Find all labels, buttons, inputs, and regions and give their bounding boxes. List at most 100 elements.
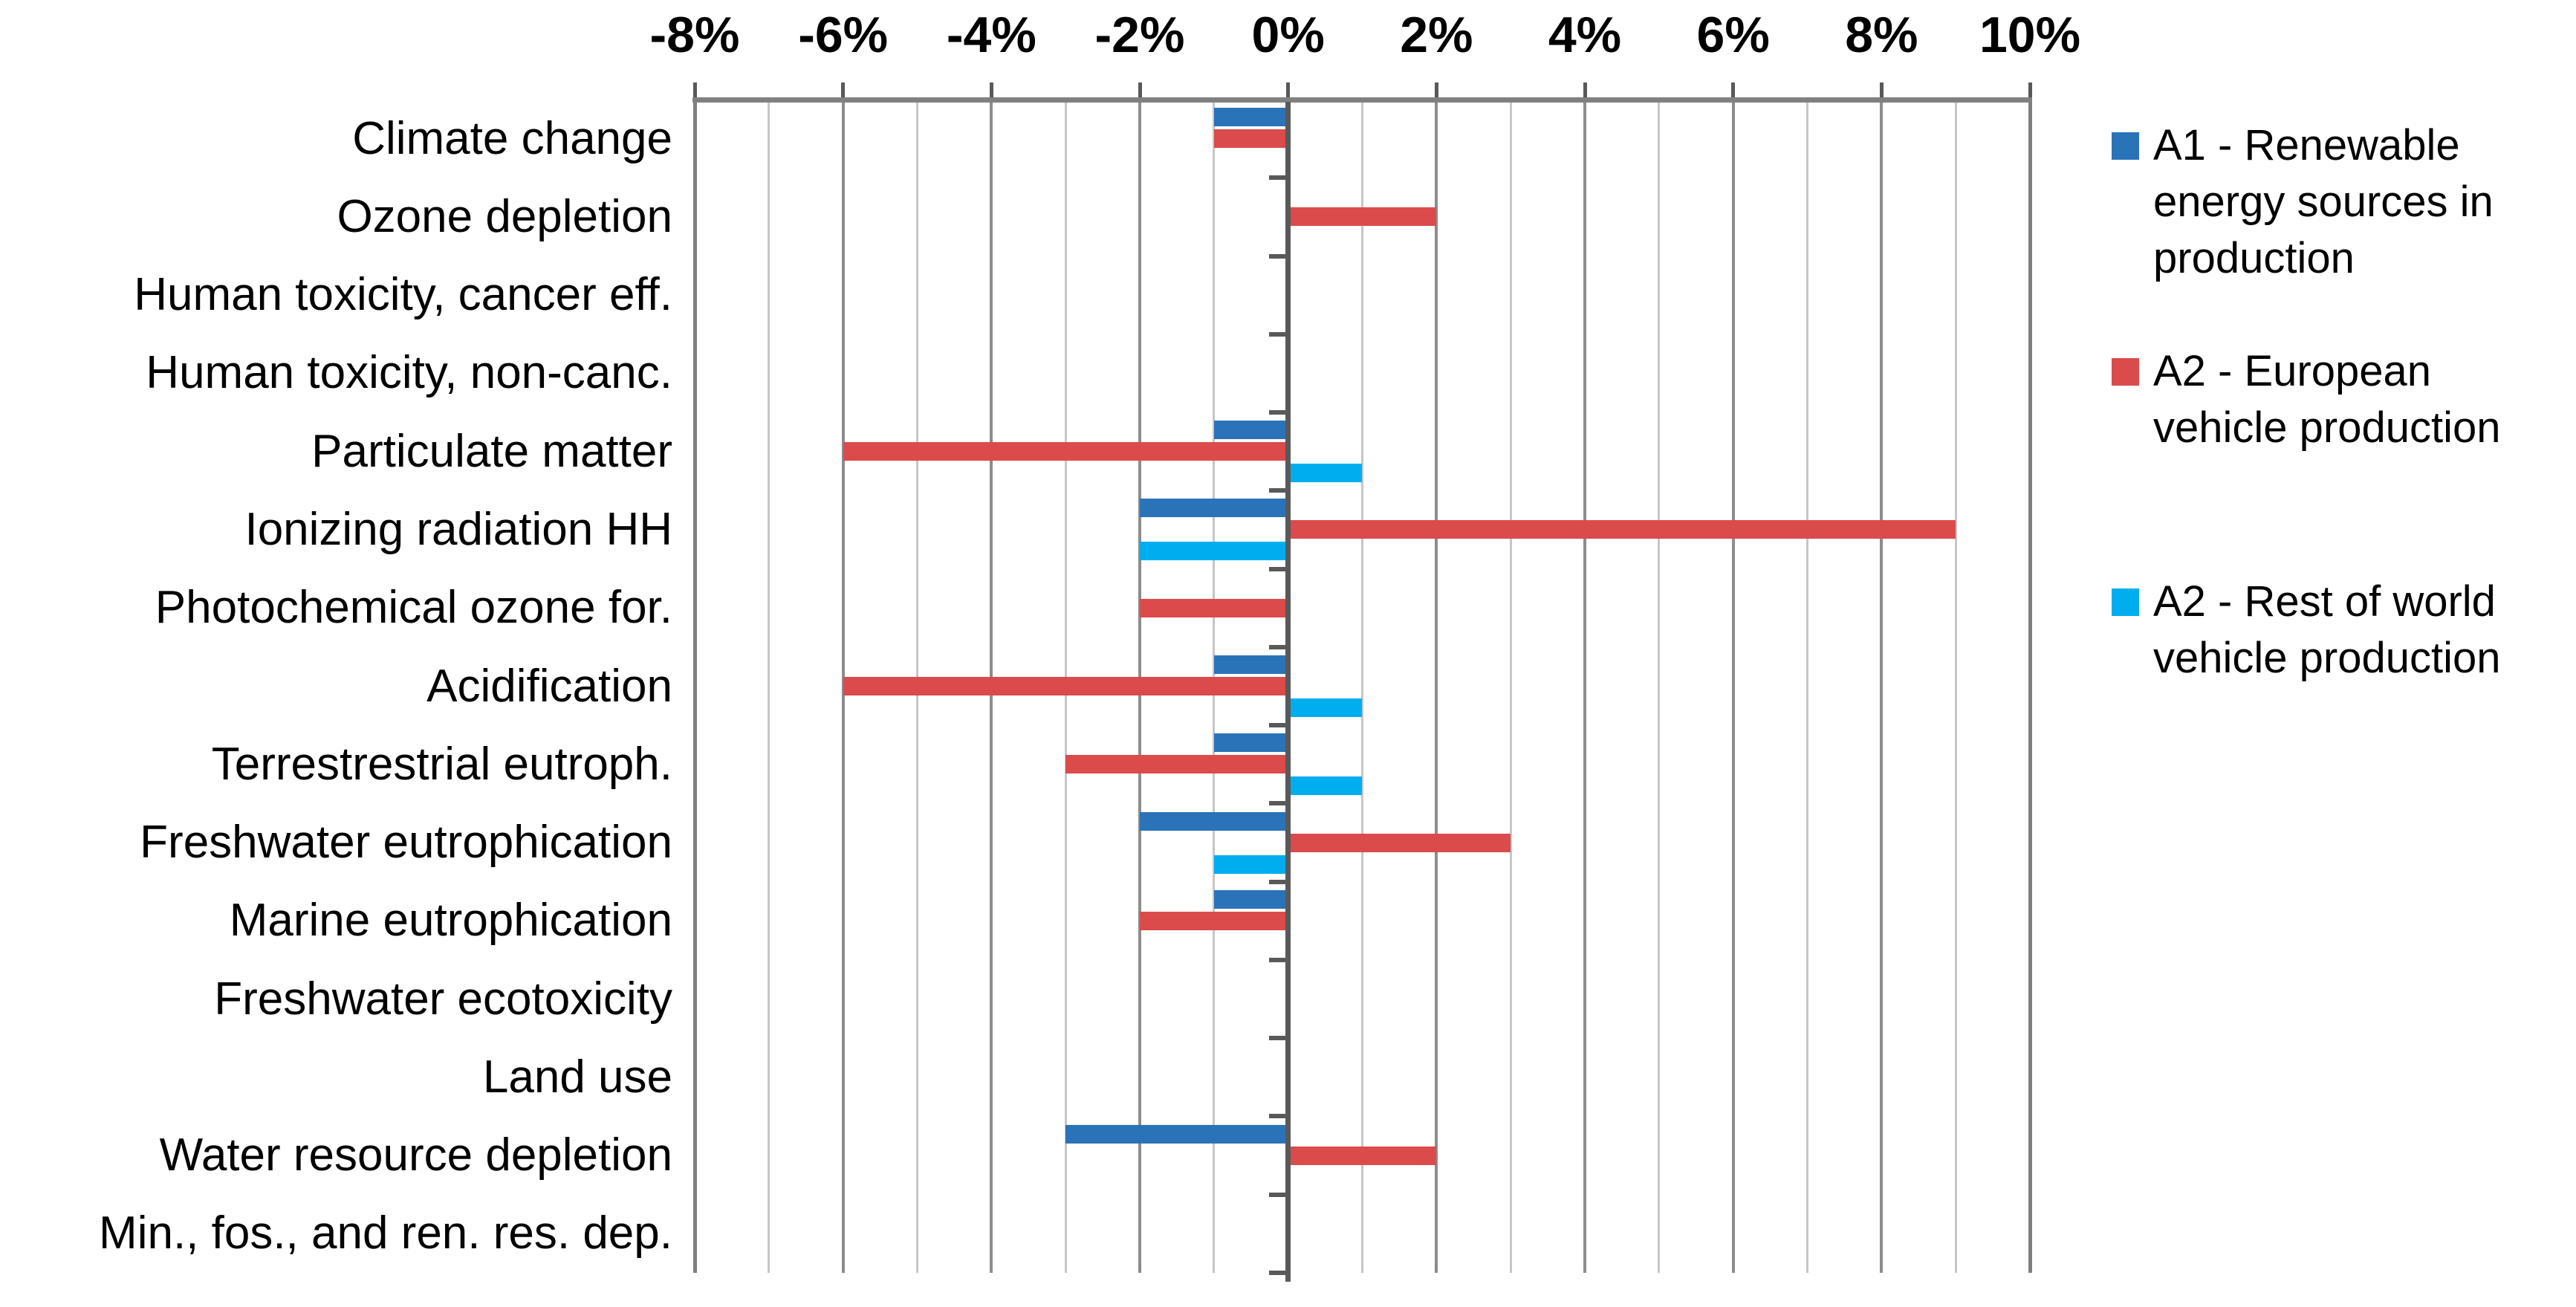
bar-a2-european [843, 677, 1288, 695]
category-boundary-tick [1268, 1114, 1288, 1119]
category-boundary-tick [1268, 1271, 1288, 1275]
bar-a1 [1213, 108, 1288, 127]
bar-a2-rest-of-world [1288, 464, 1363, 483]
bar-a1 [1140, 811, 1288, 831]
x-axis-tick [1731, 82, 1736, 97]
legend: A1 - Renewable energy sources in product… [2112, 0, 2576, 1307]
category-boundary-tick [1268, 644, 1288, 649]
zero-axis-line [1285, 102, 1291, 1282]
bar-a2-european [1140, 598, 1288, 617]
gridline-major [1731, 103, 1735, 1273]
x-axis-tick-label: 0% [1251, 7, 1325, 63]
bar-a2-european [1140, 911, 1288, 930]
category-boundary-tick [1268, 723, 1288, 728]
x-axis-tick [1138, 82, 1142, 97]
legend-swatch-a2-rest-of-world [2112, 588, 2139, 616]
legend-line: A1 - Renewable [2153, 121, 2460, 169]
category-label: Terrestrestrial eutroph. [211, 738, 672, 790]
category-boundary-tick [1268, 331, 1288, 337]
x-axis-tick-label: 8% [1845, 7, 1918, 63]
x-axis-tick [2028, 82, 2032, 97]
bar-a1 [1065, 1124, 1288, 1144]
category-label: Human toxicity, cancer eff. [134, 269, 672, 321]
category-boundary-tick [1268, 488, 1288, 493]
gridline-minor [1361, 103, 1363, 1273]
category-label: Freshwater ecotoxicity [214, 973, 672, 1025]
category-boundary-tick [1268, 253, 1288, 259]
x-axis-tick-label: -8% [649, 7, 740, 63]
category-boundary-tick [1268, 410, 1288, 415]
category-label: Human toxicity, non-canc. [146, 347, 672, 399]
x-axis-tick-label: 6% [1696, 7, 1770, 63]
gridline-major [2028, 103, 2032, 1273]
x-axis-tick [989, 82, 993, 97]
gridline-major [1880, 103, 1884, 1273]
bar-a1 [1213, 421, 1288, 440]
bar-a2-european [1288, 1146, 1437, 1165]
category-boundary-tick [1268, 957, 1288, 962]
x-axis-tick-label: 4% [1548, 7, 1622, 63]
bar-a1 [1140, 499, 1288, 518]
gridline-minor [1509, 103, 1512, 1273]
x-axis-tick [1583, 82, 1587, 97]
gridline-minor [768, 103, 770, 1273]
category-boundary-tick [1268, 1036, 1288, 1041]
bar-a2-rest-of-world [1140, 542, 1288, 561]
category-boundary-tick [1268, 801, 1288, 806]
bar-a2-european [843, 442, 1288, 461]
category-boundary-tick [1268, 879, 1288, 884]
x-axis-tick [692, 82, 697, 97]
x-axis-line [692, 97, 2032, 103]
category-label: Marine eutrophication [229, 895, 672, 947]
bar-a1 [1213, 733, 1288, 753]
category-label: Photochemical ozone for. [155, 582, 672, 634]
category-label: Climate change [352, 112, 672, 164]
bar-a1 [1213, 655, 1288, 674]
category-label: Land use [482, 1051, 672, 1103]
bar-a2-rest-of-world [1213, 854, 1288, 874]
legend-label-a2-european: A2 - European vehicle production [2153, 343, 2576, 456]
bar-a2-european [1213, 129, 1288, 149]
x-axis-tick [1286, 82, 1291, 97]
category-boundary-tick [1268, 566, 1288, 571]
legend-swatch-a1 [2112, 132, 2139, 160]
x-axis-tick-label: 10% [1979, 7, 2081, 63]
category-label: Acidification [426, 660, 672, 712]
legend-line: vehicle production [2153, 403, 2501, 452]
gridline-major [1435, 103, 1438, 1273]
category-boundary-tick [1268, 1192, 1288, 1197]
legend-label-a1: A1 - Renewable energy sources in product… [2153, 117, 2576, 287]
x-axis-tick-label: -6% [798, 7, 889, 63]
category-boundary-tick [1268, 175, 1288, 181]
legend-line: energy sources in [2153, 178, 2494, 226]
category-label: Particulate matter [311, 425, 672, 477]
category-label: Freshwater eutrophication [140, 817, 672, 869]
x-axis-tick [1434, 82, 1438, 97]
x-axis-tick-label: 2% [1400, 7, 1473, 63]
legend-label-a2-rest-of-world: A2 - Rest of world vehicle production [2153, 574, 2576, 687]
gridline-minor [1954, 103, 1957, 1273]
gridline-major [692, 103, 697, 1273]
legend-line: production [2153, 234, 2355, 282]
x-axis-tick-label: -2% [1094, 7, 1185, 63]
bar-a2-european [1288, 520, 1956, 539]
legend-line: A2 - European [2153, 347, 2432, 395]
x-axis-tick [841, 82, 846, 97]
gridline-minor [1658, 103, 1661, 1273]
bar-a2-rest-of-world [1288, 776, 1363, 796]
category-label: Min., fos., and ren. res. dep. [99, 1207, 672, 1259]
bar-a2-rest-of-world [1288, 698, 1363, 717]
bar-a2-european [1288, 833, 1511, 852]
bar-a1 [1213, 889, 1288, 909]
gridline-major [1583, 103, 1586, 1273]
gridline-minor [1806, 103, 1808, 1273]
category-label: Ionizing radiation HH [244, 503, 672, 555]
bar-a2-european [1288, 207, 1437, 227]
category-label: Ozone depletion [337, 190, 672, 242]
x-axis-tick-label: -4% [946, 7, 1036, 63]
legend-line: vehicle production [2153, 634, 2501, 682]
category-label: Water resource depletion [159, 1129, 672, 1181]
x-axis-tick [1879, 82, 1884, 97]
legend-line: A2 - Rest of world [2153, 577, 2496, 626]
